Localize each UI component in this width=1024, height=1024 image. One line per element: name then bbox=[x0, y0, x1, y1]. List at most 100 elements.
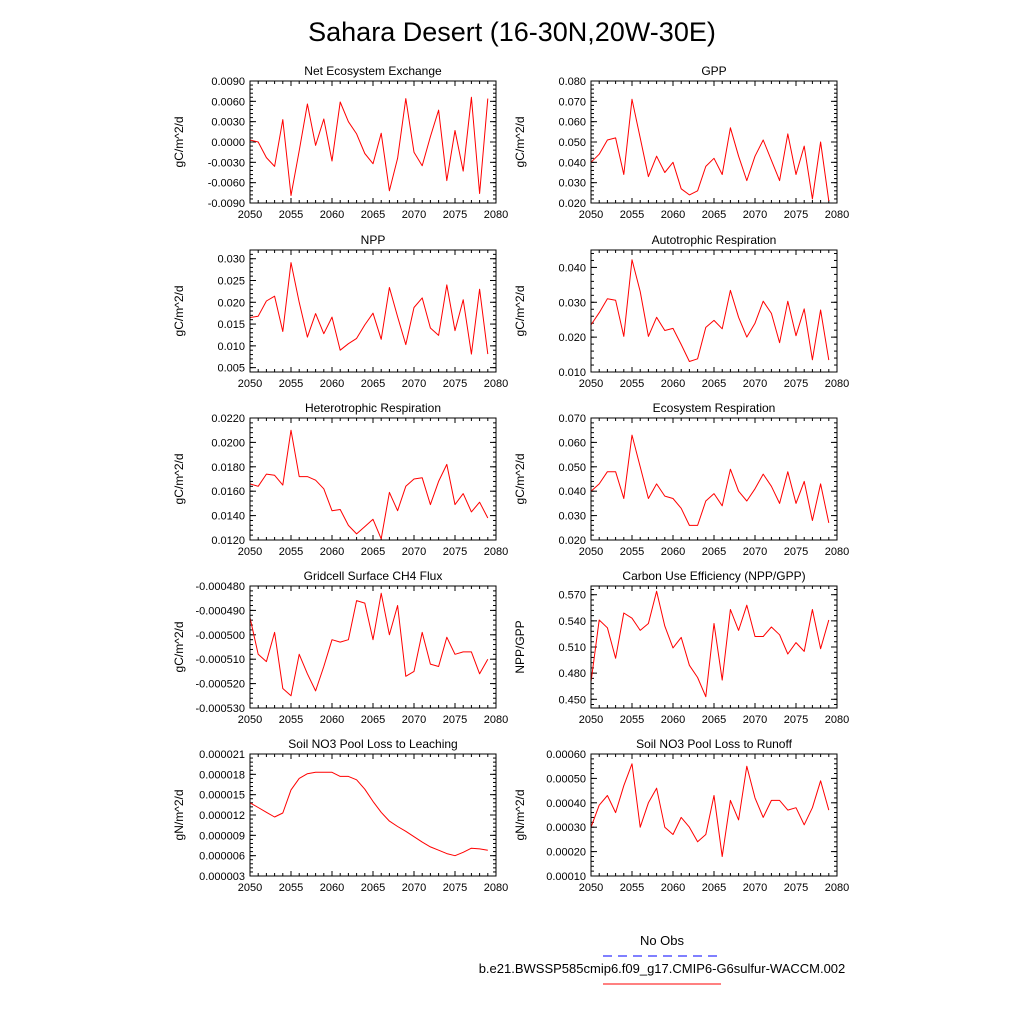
y-tick-label: 0.040 bbox=[558, 262, 586, 274]
y-tick-label: 0.000018 bbox=[199, 769, 245, 781]
y-tick-label: 0.005 bbox=[217, 363, 245, 375]
y-tick-label: 0.020 bbox=[558, 198, 586, 210]
x-tick-label: 2075 bbox=[784, 378, 808, 390]
x-tick-label: 2050 bbox=[579, 882, 603, 894]
x-tick-label: 2060 bbox=[320, 714, 344, 726]
y-tick-label: 0.000021 bbox=[199, 749, 245, 761]
y-tick-label: 0.0120 bbox=[211, 535, 245, 547]
y-axis-label: gC/m^2/d bbox=[172, 286, 186, 337]
x-tick-label: 2060 bbox=[661, 714, 685, 726]
x-tick-label: 2055 bbox=[279, 882, 303, 894]
x-tick-label: 2075 bbox=[784, 546, 808, 558]
x-tick-label: 2080 bbox=[825, 378, 849, 390]
y-axis-label: gC/m^2/d bbox=[172, 454, 186, 505]
y-axis-label: gC/m^2/d bbox=[513, 454, 527, 505]
x-tick-label: 2050 bbox=[238, 378, 262, 390]
x-tick-label: 2055 bbox=[620, 546, 644, 558]
y-tick-label: 0.030 bbox=[558, 297, 586, 309]
x-tick-label: 2060 bbox=[661, 209, 685, 221]
x-tick-label: 2075 bbox=[443, 882, 467, 894]
x-tick-label: 2070 bbox=[743, 882, 767, 894]
x-tick-label: 2075 bbox=[784, 882, 808, 894]
y-tick-label: 0.0030 bbox=[211, 117, 245, 129]
y-tick-label: 0.00010 bbox=[546, 871, 586, 883]
y-axis-label: gC/m^2/d bbox=[513, 286, 527, 337]
x-tick-label: 2080 bbox=[484, 209, 508, 221]
y-tick-label: 0.030 bbox=[558, 511, 586, 523]
x-tick-label: 2070 bbox=[402, 714, 426, 726]
chart-title: Gridcell Surface CH4 Flux bbox=[304, 569, 443, 583]
legend: No Obs b.e21.BWSSP585cmip6.f09_g17.CMIP6… bbox=[479, 933, 846, 985]
x-tick-label: 2050 bbox=[238, 882, 262, 894]
plot-frame bbox=[249, 249, 497, 373]
y-tick-label: -0.0030 bbox=[208, 157, 245, 169]
x-tick-label: 2075 bbox=[784, 714, 808, 726]
y-tick-label: -0.000500 bbox=[195, 630, 245, 642]
y-tick-label: 0.040 bbox=[558, 486, 586, 498]
chart-panel: Gridcell Surface CH4 Flux gC/m^2/d 2050 205… bbox=[172, 569, 508, 726]
chart-title: Soil NO3 Pool Loss to Leaching bbox=[288, 737, 457, 751]
chart-panel: Soil NO3 Pool Loss to Runoff gN/m^2/d 2050… bbox=[513, 737, 849, 894]
y-tick-label: 0.060 bbox=[558, 117, 586, 129]
x-tick-label: 2065 bbox=[361, 209, 385, 221]
y-tick-label: 0.510 bbox=[558, 642, 586, 654]
x-tick-label: 2065 bbox=[361, 714, 385, 726]
x-tick-label: 2050 bbox=[238, 714, 262, 726]
y-tick-label: 0.450 bbox=[558, 694, 586, 706]
chart-panel: NPP gC/m^2/d 2050 2055 2060 2065 2070 2075 2080 0… bbox=[172, 233, 508, 390]
chart-title: Net Ecosystem Exchange bbox=[304, 64, 442, 78]
x-tick-label: 2065 bbox=[702, 714, 726, 726]
y-tick-label: 0.010 bbox=[217, 341, 245, 353]
y-tick-label: -0.000480 bbox=[195, 581, 245, 593]
chart-title: Carbon Use Efficiency (NPP/GPP) bbox=[622, 569, 805, 583]
x-tick-label: 2070 bbox=[743, 546, 767, 558]
x-tick-label: 2080 bbox=[484, 714, 508, 726]
x-tick-label: 2080 bbox=[825, 546, 849, 558]
x-tick-label: 2065 bbox=[361, 546, 385, 558]
y-tick-label: 0.030 bbox=[558, 178, 586, 190]
series-line bbox=[590, 763, 830, 857]
y-tick-label: 0.0200 bbox=[211, 437, 245, 449]
y-tick-label: 0.480 bbox=[558, 668, 586, 680]
x-tick-label: 2050 bbox=[579, 378, 603, 390]
y-tick-label: 0.0140 bbox=[211, 511, 245, 523]
x-tick-label: 2060 bbox=[320, 378, 344, 390]
y-tick-label: 0.040 bbox=[558, 157, 586, 169]
y-tick-label: 0.020 bbox=[217, 297, 245, 309]
x-tick-label: 2055 bbox=[620, 378, 644, 390]
x-tick-label: 2055 bbox=[279, 546, 303, 558]
y-tick-label: 0.000009 bbox=[199, 830, 245, 842]
chart-panel: Net Ecosystem Exchange gC/m^2/d 2050 2055 20… bbox=[172, 64, 508, 221]
y-tick-label: -0.000530 bbox=[195, 703, 245, 715]
y-tick-label: 0.020 bbox=[558, 332, 586, 344]
y-tick-label: 0.070 bbox=[558, 96, 586, 108]
x-tick-label: 2060 bbox=[661, 546, 685, 558]
x-tick-label: 2070 bbox=[402, 209, 426, 221]
series-line bbox=[590, 590, 830, 698]
series-line bbox=[249, 262, 489, 355]
y-tick-label: 0.010 bbox=[558, 367, 586, 379]
y-tick-label: 0.0160 bbox=[211, 486, 245, 498]
x-tick-label: 2055 bbox=[620, 209, 644, 221]
y-tick-label: 0.015 bbox=[217, 319, 245, 331]
x-tick-label: 2060 bbox=[661, 882, 685, 894]
chart-title: Ecosystem Respiration bbox=[653, 401, 776, 415]
y-tick-label: 0.0090 bbox=[211, 76, 245, 88]
x-tick-label: 2075 bbox=[784, 209, 808, 221]
x-tick-label: 2075 bbox=[443, 378, 467, 390]
panels: Net Ecosystem Exchange gC/m^2/d 2050 2055 20… bbox=[172, 64, 849, 894]
legend-label-run: b.e21.BWSSP585cmip6.f09_g17.CMIP6-G6sulf… bbox=[479, 961, 846, 976]
x-tick-label: 2075 bbox=[443, 209, 467, 221]
y-axis-label: gC/m^2/d bbox=[172, 117, 186, 168]
series-line bbox=[249, 96, 489, 196]
x-tick-label: 2080 bbox=[825, 714, 849, 726]
plot-frame bbox=[590, 249, 838, 373]
y-tick-label: 0.000015 bbox=[199, 790, 245, 802]
y-tick-label: -0.000510 bbox=[195, 654, 245, 666]
x-tick-label: 2070 bbox=[402, 546, 426, 558]
y-tick-label: 0.070 bbox=[558, 413, 586, 425]
chart-panel: Carbon Use Efficiency (NPP/GPP) NPP/GPP 20… bbox=[513, 569, 849, 726]
x-tick-label: 2080 bbox=[484, 882, 508, 894]
y-tick-label: 0.00030 bbox=[546, 822, 586, 834]
